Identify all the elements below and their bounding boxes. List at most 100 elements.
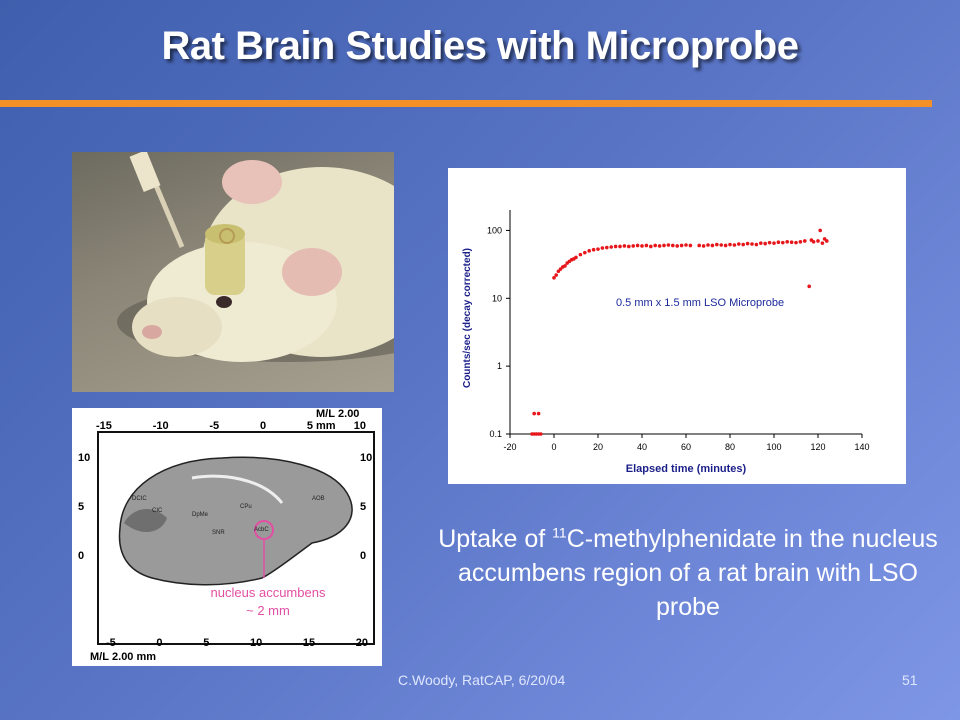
x-tick-label: 60 — [681, 442, 691, 452]
brain-atlas-illustration: AcbC DCIC CIC DpMe SNR CPu AOB — [97, 431, 375, 645]
data-point — [732, 243, 737, 247]
data-point — [789, 240, 794, 245]
x-axis-label: Elapsed time (minutes) — [626, 463, 747, 475]
y-tick-label: 100 — [487, 225, 502, 235]
slide-title: Rat Brain Studies with Microprobe — [161, 24, 799, 68]
data-point — [591, 247, 596, 252]
data-point — [657, 244, 662, 248]
data-point — [811, 239, 816, 244]
svg-text:AcbC: AcbC — [254, 527, 269, 533]
data-point — [745, 241, 750, 246]
data-point — [776, 240, 781, 245]
data-point — [679, 243, 684, 248]
uptake-chart: -20 0 20 40 60 80 100 120 140 0.1 1 10 100 Elapsed t… — [462, 210, 870, 475]
y-axis-label: Counts/sec (decay corrected) — [462, 248, 473, 388]
data-point — [552, 276, 556, 280]
data-point — [767, 240, 772, 245]
data-point — [596, 247, 600, 251]
data-point — [807, 284, 811, 289]
svg-text:DpMe: DpMe — [192, 512, 209, 518]
brain-atlas-figure: AcbC DCIC CIC DpMe SNR CPu AOB M/L 2.00 … — [72, 408, 382, 666]
data-point — [719, 243, 723, 247]
svg-text:SNR: SNR — [212, 530, 225, 536]
data-point — [609, 245, 613, 249]
svg-text:DCIC: DCIC — [132, 496, 147, 502]
data-point — [763, 241, 767, 246]
svg-text:CPu: CPu — [240, 504, 252, 510]
y-tick-label: 0.1 — [489, 429, 502, 439]
data-point — [785, 239, 789, 244]
svg-text:CIC: CIC — [152, 508, 163, 514]
data-point — [750, 242, 754, 246]
x-tick-label: 140 — [854, 442, 869, 452]
data-point — [640, 244, 644, 248]
data-point — [587, 249, 591, 253]
x-tick-label: 40 — [637, 442, 647, 452]
data-point — [578, 252, 583, 257]
data-point — [583, 250, 587, 255]
data-point — [825, 239, 829, 243]
atlas-top-label: M/L 2.00 mm — [316, 408, 360, 432]
data-point — [627, 244, 631, 249]
data-point — [666, 243, 671, 247]
data-point — [803, 239, 807, 243]
data-point — [701, 244, 706, 248]
x-tick-label: 80 — [725, 442, 735, 452]
data-point — [820, 241, 825, 245]
rat-photo-illustration — [117, 152, 394, 362]
footer-credit: C.Woody, RatCAP, 6/20/04 — [398, 672, 566, 688]
data-point — [605, 245, 609, 250]
x-tick-label: 20 — [593, 442, 603, 452]
data-point — [759, 241, 763, 245]
rat-photo — [72, 152, 394, 392]
atlas-bottom-label: M/L 2.00 mm — [90, 651, 157, 663]
data-point — [556, 269, 561, 274]
data-point — [613, 244, 618, 249]
x-tick-label: 120 — [810, 442, 825, 452]
x-tick-label: -20 — [503, 442, 516, 452]
data-point — [816, 239, 820, 243]
data-point — [644, 243, 649, 248]
data-point — [662, 243, 666, 248]
data-point — [772, 241, 776, 245]
caption-superscript: 11 — [552, 524, 567, 541]
data-point — [741, 242, 745, 247]
data-point — [818, 228, 822, 233]
y-tick-label: 10 — [492, 293, 502, 303]
data-point — [710, 243, 715, 248]
title-underline — [0, 100, 932, 107]
data-point — [754, 242, 759, 247]
data-point — [532, 411, 536, 416]
data-point — [622, 244, 627, 248]
data-point — [574, 255, 578, 260]
data-point — [539, 432, 543, 436]
data-point — [798, 239, 803, 244]
data-point — [684, 243, 688, 247]
atlas-right-ticks: 10 5 0 — [360, 452, 373, 562]
data-point — [618, 244, 622, 249]
data-point — [728, 242, 732, 247]
data-point — [536, 411, 541, 416]
caption-prefix: Uptake of — [438, 525, 553, 553]
data-point — [706, 243, 710, 247]
svg-text:AOB: AOB — [312, 496, 325, 502]
x-tick-label: 0 — [551, 442, 556, 452]
data-point — [600, 246, 605, 250]
data-point — [737, 242, 741, 246]
data-point — [653, 243, 657, 248]
nucleus-accumbens-label: nucleus accumbens ~ 2 mm — [210, 585, 326, 618]
data-point — [675, 244, 679, 248]
atlas-bottom-ticks: -5 0 5 10 15 20 — [106, 637, 368, 649]
caption-rest: C-methylphenidate in the nucleus accumbe… — [458, 525, 938, 621]
atlas-top-ticks: -15 -10 -5 0 5 10 — [96, 420, 366, 432]
data-point — [715, 242, 719, 247]
x-tick-label: 100 — [766, 442, 781, 452]
data-point — [794, 240, 798, 245]
data-point — [723, 243, 728, 248]
data-point — [554, 273, 558, 277]
data-point — [781, 240, 785, 245]
data-point — [697, 243, 701, 248]
data-point — [635, 243, 640, 248]
y-tick-label: 1 — [497, 361, 502, 371]
data-point — [563, 264, 567, 268]
